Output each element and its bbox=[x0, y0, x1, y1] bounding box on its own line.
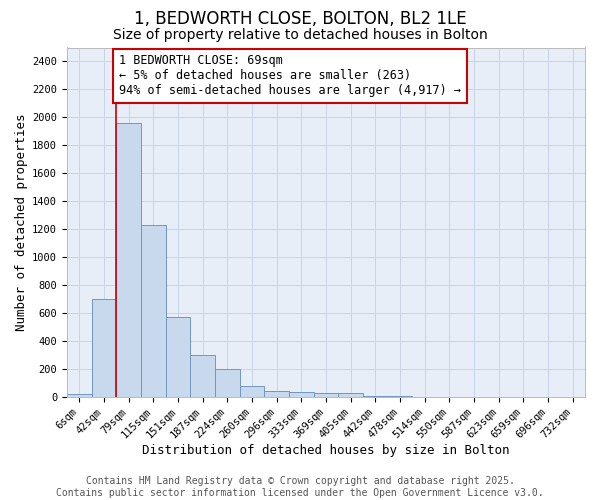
Bar bbox=[141, 225, 166, 397]
Bar bbox=[190, 355, 215, 397]
X-axis label: Distribution of detached houses by size in Bolton: Distribution of detached houses by size … bbox=[142, 444, 509, 458]
Bar bbox=[289, 392, 314, 397]
Y-axis label: Number of detached properties: Number of detached properties bbox=[15, 114, 28, 331]
Text: Size of property relative to detached houses in Bolton: Size of property relative to detached ho… bbox=[113, 28, 487, 42]
Text: Contains HM Land Registry data © Crown copyright and database right 2025.
Contai: Contains HM Land Registry data © Crown c… bbox=[56, 476, 544, 498]
Bar bbox=[92, 299, 116, 397]
Bar bbox=[363, 396, 388, 397]
Bar bbox=[388, 396, 412, 397]
Bar bbox=[67, 394, 92, 397]
Bar bbox=[116, 123, 141, 397]
Bar bbox=[314, 393, 338, 397]
Bar bbox=[264, 390, 289, 397]
Bar bbox=[215, 369, 239, 397]
Bar bbox=[338, 393, 363, 397]
Text: 1 BEDWORTH CLOSE: 69sqm
← 5% of detached houses are smaller (263)
94% of semi-de: 1 BEDWORTH CLOSE: 69sqm ← 5% of detached… bbox=[119, 54, 461, 98]
Bar bbox=[239, 386, 264, 397]
Bar bbox=[166, 316, 190, 397]
Text: 1, BEDWORTH CLOSE, BOLTON, BL2 1LE: 1, BEDWORTH CLOSE, BOLTON, BL2 1LE bbox=[134, 10, 466, 28]
